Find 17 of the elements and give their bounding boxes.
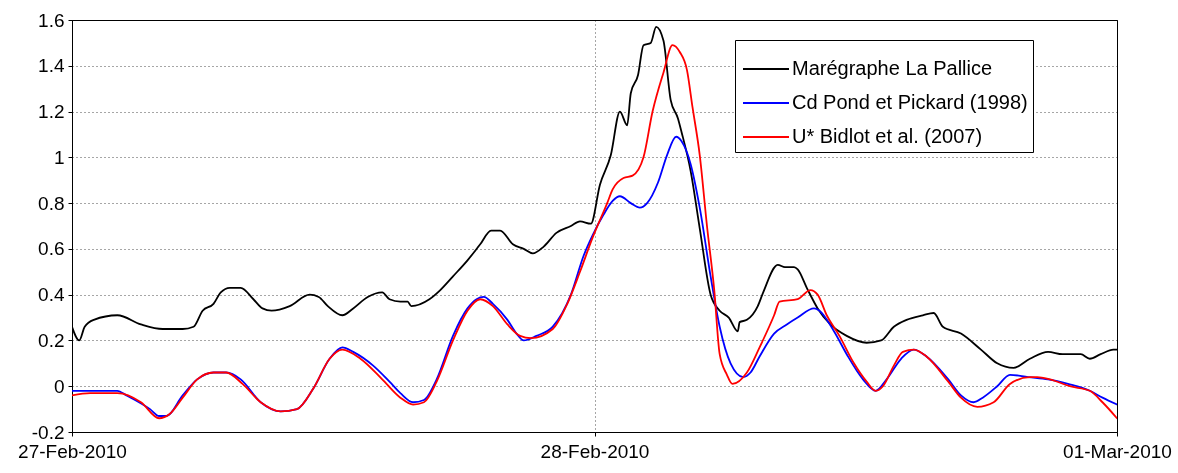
y-tick-label: 1.2 [38, 101, 65, 123]
y-tick-label: 0.6 [38, 238, 65, 260]
y-tick-label: 1 [53, 146, 65, 168]
legend-label: U* Bidlot et al. (2007) [792, 125, 983, 147]
x-tick-label: 01-Mar-2010 [1063, 440, 1172, 462]
y-tick-label: 1.6 [38, 9, 65, 31]
y-tick-label: 0 [53, 375, 65, 397]
y-tick-label: 0.2 [38, 329, 65, 351]
line-series [72, 44, 1117, 420]
y-tick-label: 0.8 [38, 192, 65, 214]
y-tick-label: 0.4 [38, 284, 65, 306]
x-tick-label: 28-Feb-2010 [540, 440, 650, 462]
y-tick-label: -0.2 [31, 421, 65, 443]
legend-label: Marégraphe La Pallice [792, 57, 993, 79]
legend-label: Cd Pond et Pickard (1998) [792, 91, 1028, 113]
x-tick-label: 27-Feb-2010 [18, 440, 127, 462]
y-tick-label: 1.4 [38, 55, 65, 77]
